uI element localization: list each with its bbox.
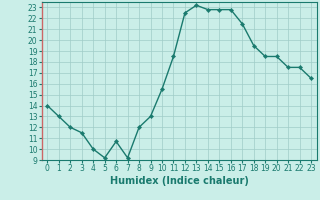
X-axis label: Humidex (Indice chaleur): Humidex (Indice chaleur) <box>110 176 249 186</box>
